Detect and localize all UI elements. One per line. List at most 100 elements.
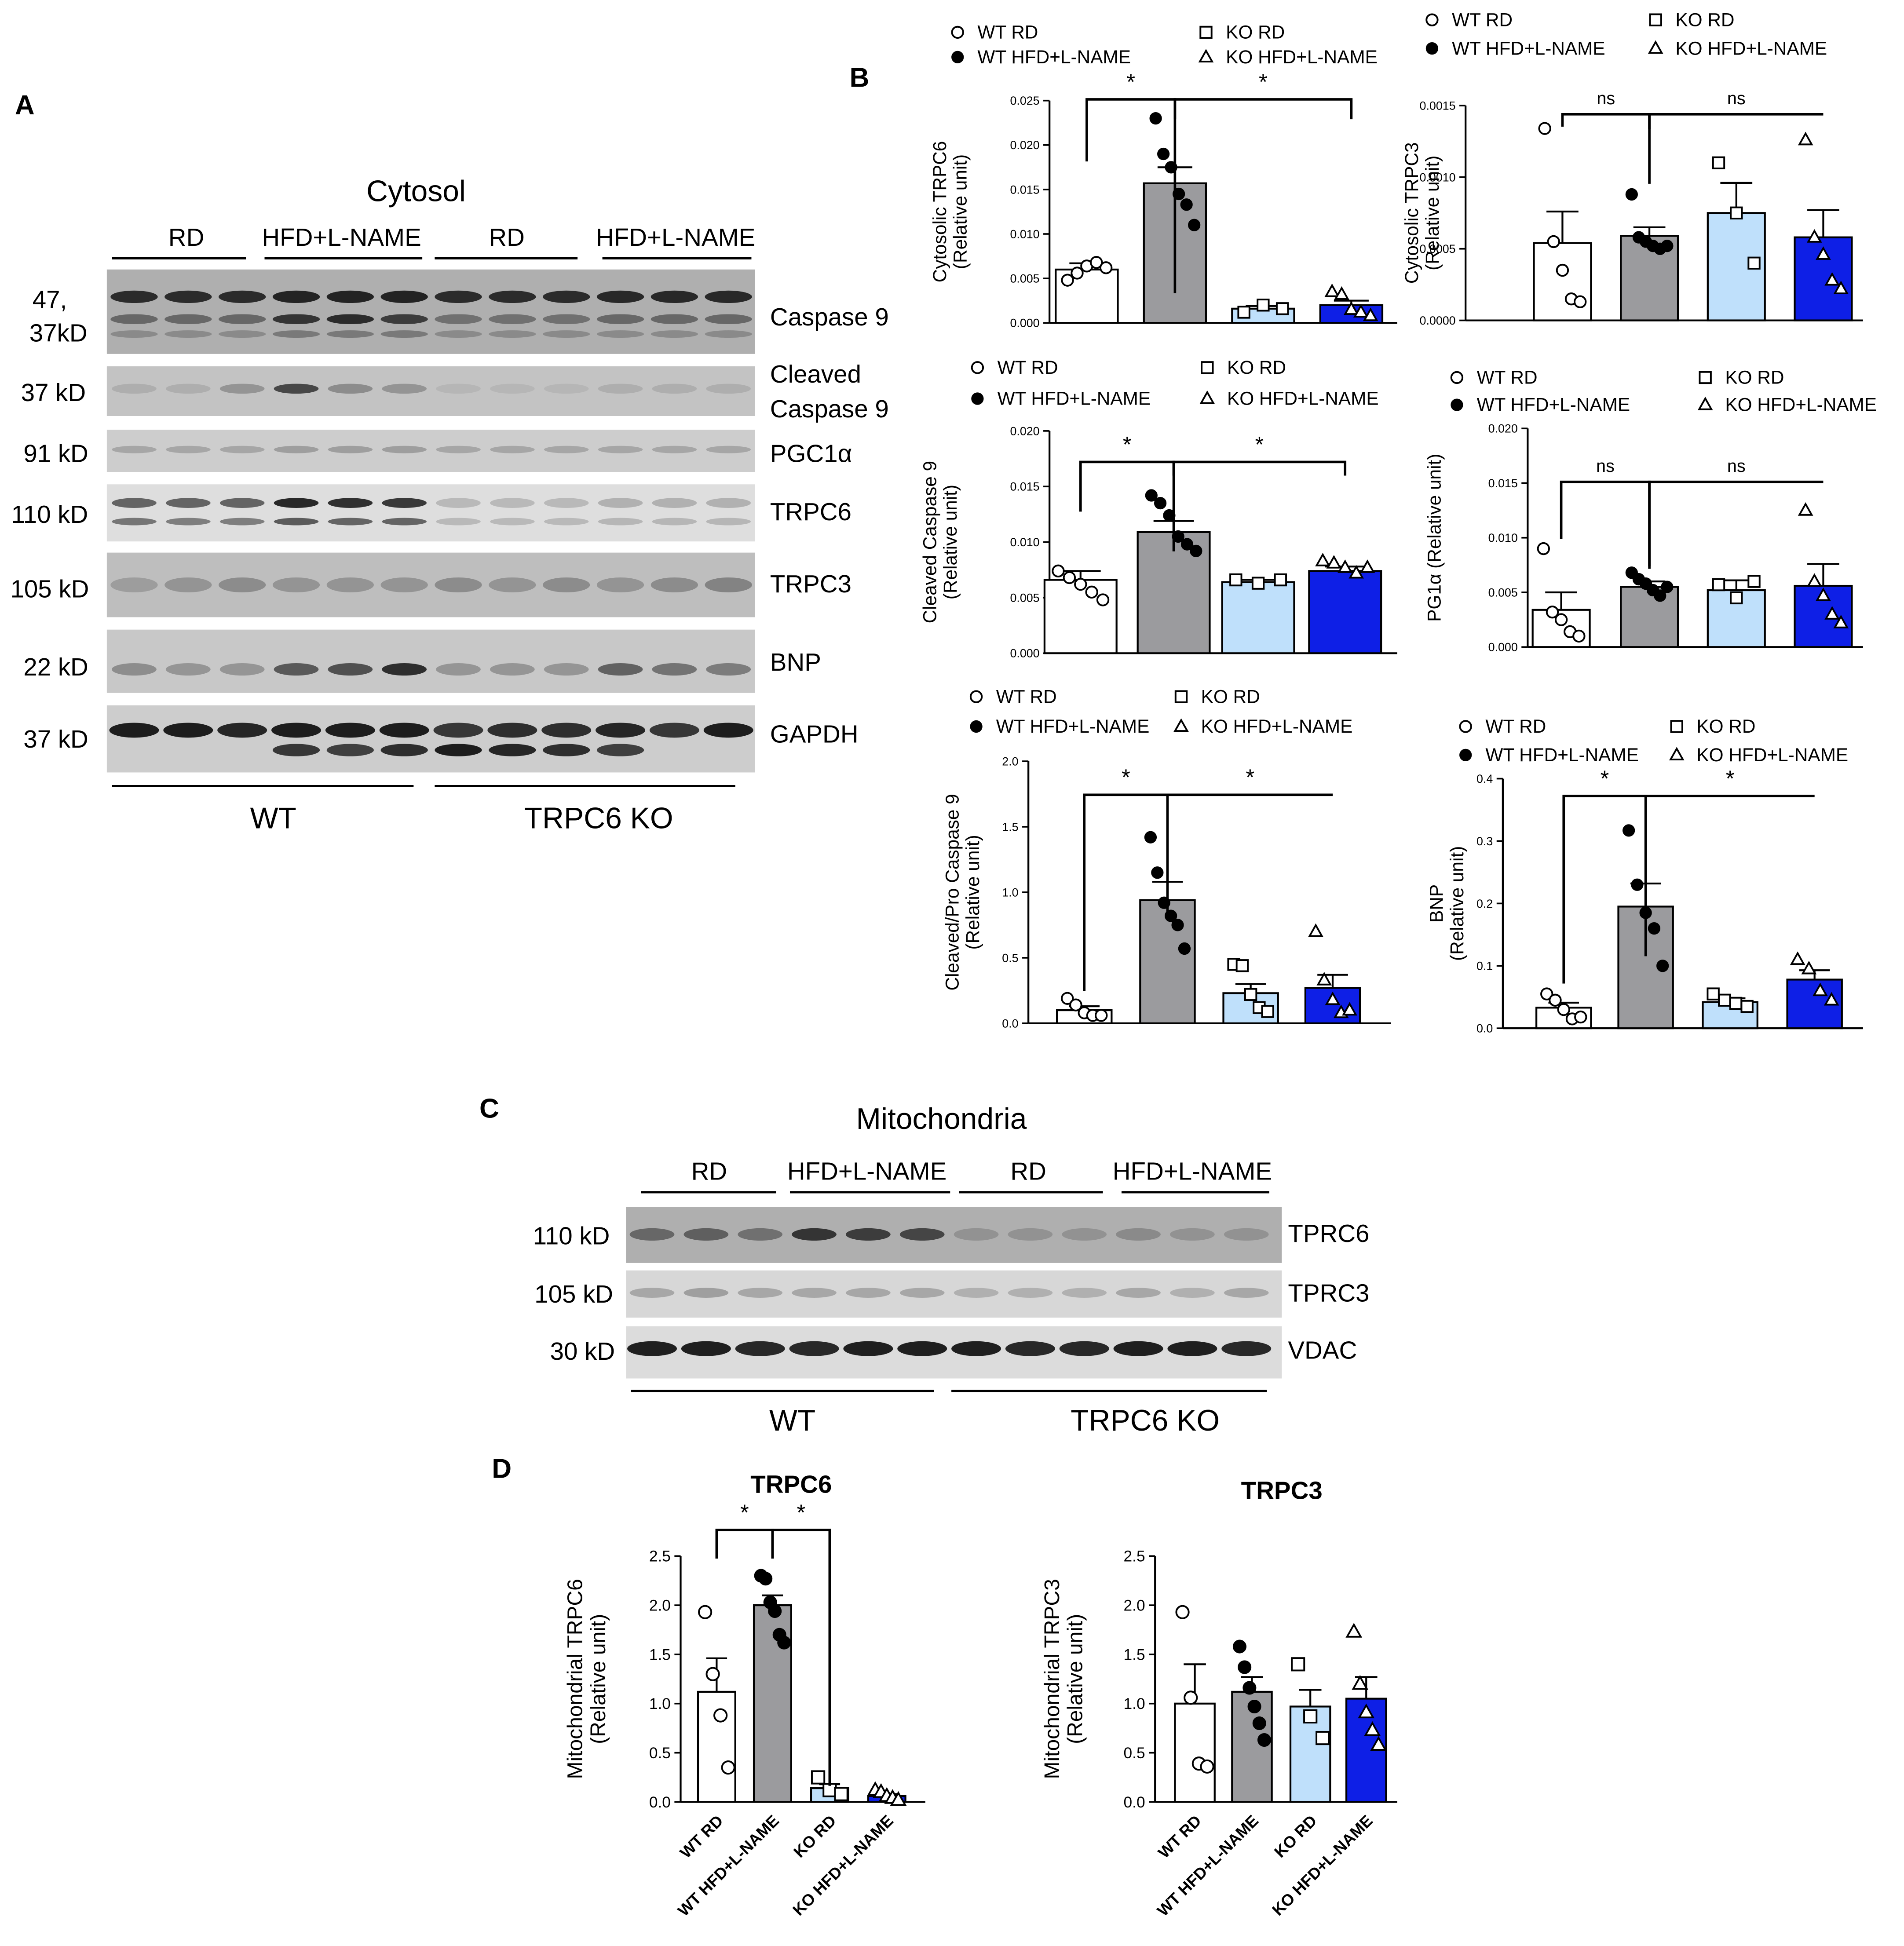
y-tick-label: 0.000 bbox=[1010, 647, 1039, 660]
y-axis-label-line: Mitochondrial TRPC3 bbox=[1041, 1579, 1064, 1779]
blot-condition-label: RD bbox=[1010, 1157, 1046, 1185]
data-point bbox=[1175, 1605, 1190, 1619]
y-tick-label: 0.020 bbox=[1488, 422, 1518, 435]
panel-label-a: A bbox=[15, 90, 35, 120]
blot-band bbox=[380, 577, 428, 592]
data-point bbox=[1232, 1639, 1246, 1654]
blot-band bbox=[164, 577, 212, 592]
data-point bbox=[1538, 122, 1551, 135]
bar-chart: 0.0000 0.0005 0.0010 0.0015 Cytosolic TRPC3(… bbox=[1401, 9, 1863, 327]
data-point bbox=[1291, 1657, 1305, 1672]
data-point bbox=[1631, 878, 1644, 891]
data-point bbox=[1459, 748, 1472, 762]
y-axis-label-line: Cytosolic TRPC3 bbox=[1401, 142, 1422, 284]
y-tick-label: 0.5 bbox=[649, 1745, 671, 1762]
blot-protein-line2: Caspase 9 bbox=[770, 395, 889, 423]
data-point bbox=[1459, 720, 1472, 733]
data-point bbox=[1069, 998, 1082, 1011]
blot-band bbox=[380, 314, 428, 325]
blot-band bbox=[326, 314, 374, 325]
significance-bracket bbox=[1560, 480, 1651, 566]
chart-title: TRPC3 bbox=[1241, 1476, 1323, 1504]
data-point bbox=[1661, 581, 1674, 593]
data-point bbox=[971, 392, 984, 405]
y-tick-label: 0.000 bbox=[1488, 641, 1518, 654]
blot-strip bbox=[106, 430, 755, 472]
data-point bbox=[1740, 1000, 1754, 1013]
data-point bbox=[1316, 1731, 1330, 1745]
legend-entry: WT RD bbox=[1452, 9, 1513, 30]
data-point bbox=[1699, 371, 1712, 384]
y-tick-label: 0.5 bbox=[1124, 1745, 1145, 1762]
data-point bbox=[1729, 997, 1743, 1010]
blot-band bbox=[544, 518, 589, 526]
blot-band bbox=[1005, 1341, 1055, 1356]
data-point bbox=[1824, 272, 1840, 286]
y-axis-label: Cleaved Caspase 9(Relative unit) bbox=[919, 461, 961, 624]
blot-band bbox=[652, 663, 697, 676]
data-point bbox=[1337, 559, 1353, 573]
blot-band bbox=[489, 744, 536, 756]
blot-band bbox=[1116, 1228, 1161, 1241]
data-point bbox=[969, 690, 983, 703]
data-point bbox=[1549, 993, 1562, 1007]
data-point bbox=[1184, 1690, 1198, 1705]
blot-condition-label: RD bbox=[489, 223, 525, 251]
blot-band bbox=[792, 1228, 837, 1241]
data-point bbox=[1669, 747, 1685, 761]
blot-band bbox=[219, 314, 266, 325]
y-axis-label-line: (Relative unit) bbox=[1064, 1614, 1087, 1744]
blot-band bbox=[326, 290, 374, 303]
data-point bbox=[1099, 261, 1113, 274]
legend-entry: WT HFD+L-NAME bbox=[996, 716, 1150, 737]
panel-label-c: C bbox=[479, 1093, 499, 1124]
data-point bbox=[1235, 959, 1249, 972]
data-point bbox=[698, 1605, 713, 1619]
y-axis-label: Cytosolic TRPC3(Relative unit) bbox=[1401, 142, 1443, 284]
data-point bbox=[1649, 13, 1662, 26]
blot-band bbox=[110, 330, 158, 338]
blot-band bbox=[328, 663, 373, 676]
y-tick-label: 0.015 bbox=[1488, 477, 1518, 490]
data-point bbox=[1816, 246, 1831, 260]
blot-band bbox=[219, 445, 265, 453]
blot-band bbox=[219, 330, 266, 338]
blot-band bbox=[544, 498, 589, 508]
legend-entry: WT RD bbox=[1485, 716, 1546, 737]
data-point bbox=[1199, 390, 1215, 404]
blot-band bbox=[1170, 1288, 1215, 1298]
blot-band bbox=[164, 330, 212, 338]
data-point bbox=[1824, 992, 1839, 1006]
significance-bracket bbox=[1561, 113, 1651, 184]
blot-band bbox=[326, 744, 374, 756]
blot-band bbox=[272, 577, 320, 592]
blot-band bbox=[165, 383, 211, 394]
panel-label-b: B bbox=[850, 63, 870, 93]
legend-entry: KO RD bbox=[1201, 686, 1260, 707]
blot-band bbox=[489, 290, 536, 303]
y-axis-label-line: (Relative unit) bbox=[1447, 846, 1467, 961]
data-point bbox=[1798, 131, 1813, 146]
blot-protein: PGC1α bbox=[770, 439, 852, 467]
significance-label: ns bbox=[1727, 89, 1746, 108]
data-point bbox=[1833, 614, 1849, 628]
blot-band bbox=[596, 744, 644, 756]
blot-title: Mitochondria bbox=[856, 1103, 1027, 1135]
blot-size-line2: 37kD bbox=[29, 319, 88, 347]
data-point bbox=[1425, 13, 1439, 26]
blot-band bbox=[219, 383, 265, 394]
significance-bracket bbox=[771, 1529, 831, 1786]
blot-band bbox=[735, 1341, 785, 1356]
blot-band bbox=[683, 1228, 729, 1241]
genotype-label: WT bbox=[769, 1404, 815, 1437]
bar-chart: 0.000 0.005 0.010 0.015 0.020 PG1α (Relative … bbox=[1424, 367, 1877, 654]
blot-protein: BNP bbox=[770, 648, 821, 676]
significance-label: * bbox=[1123, 432, 1132, 457]
data-point bbox=[1095, 1009, 1108, 1022]
genotype-label: TRPC6 KO bbox=[524, 802, 673, 835]
data-point bbox=[1324, 283, 1340, 297]
blot-band bbox=[379, 723, 429, 738]
blot-band bbox=[382, 663, 427, 676]
y-tick-label: 0.3 bbox=[1476, 835, 1493, 848]
chart-title: TRPC6 bbox=[750, 1470, 832, 1498]
